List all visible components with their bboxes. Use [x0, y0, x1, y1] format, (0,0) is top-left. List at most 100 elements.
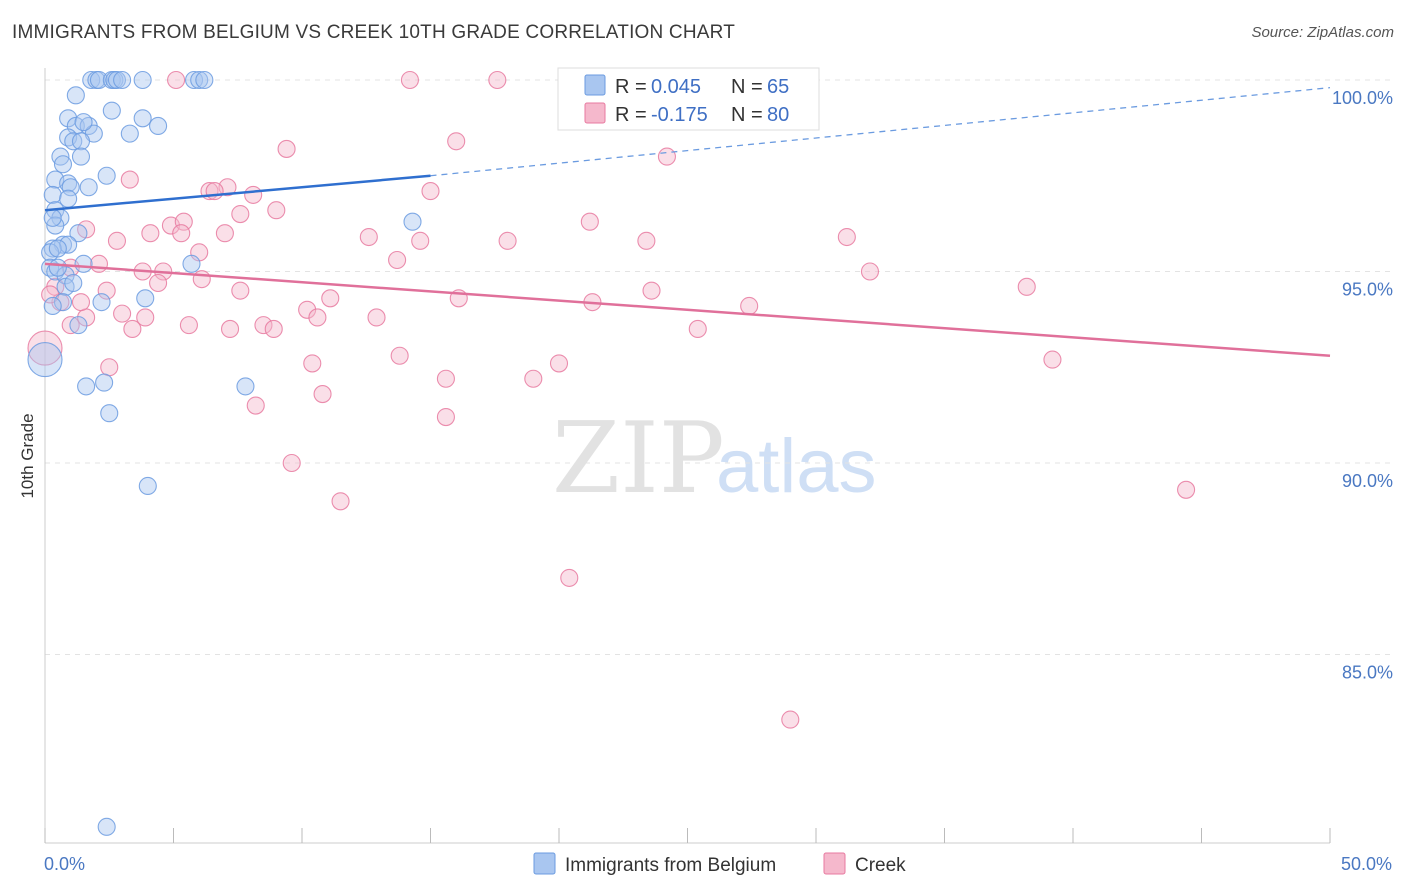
bottom-legend-swatch-belgium: [533, 852, 556, 875]
bottom-legend-label-creek: Creek: [855, 855, 906, 876]
data-point: [298, 300, 317, 319]
y-tick-label: 90.0%: [1342, 471, 1393, 491]
data-point: [102, 101, 121, 120]
legend-swatch-creek: [584, 102, 606, 124]
data-point: [321, 289, 340, 308]
data-point: [149, 116, 168, 136]
data-point: [267, 201, 286, 220]
data-point: [120, 170, 139, 189]
data-point: [74, 254, 93, 273]
data-point: [136, 289, 155, 308]
data-point: [860, 262, 880, 281]
data-point: [192, 270, 211, 289]
data-point: [282, 453, 301, 473]
data-point: [447, 132, 466, 151]
data-point: [69, 224, 88, 243]
data-point: [141, 224, 160, 243]
data-point: [138, 476, 157, 496]
chart-source: Source: ZipAtlas.com: [1251, 24, 1394, 41]
data-point: [89, 254, 109, 273]
data-point: [642, 281, 661, 300]
data-point: [421, 182, 440, 201]
data-point: [182, 254, 201, 273]
chart-title: IMMIGRANTS FROM BELGIUM VS CREEK 10TH GR…: [12, 22, 736, 43]
trend-line-creek: [44, 262, 1331, 358]
data-point: [174, 212, 193, 231]
data-point: [61, 316, 80, 335]
legend-r-label-2: R =: [615, 104, 647, 126]
data-point: [1017, 277, 1036, 296]
gridlines: 85.0% 90.0% 95.0% 100.0%: [45, 79, 1393, 683]
belgium-points: [27, 70, 422, 836]
watermark-zip: ZIP: [552, 402, 725, 516]
data-point: [167, 70, 186, 90]
legend-r-value-1: 0.045: [651, 76, 701, 98]
data-point: [48, 258, 67, 277]
bottom-legend: Immigrants from Belgium Creek: [533, 852, 906, 876]
data-point: [48, 239, 67, 258]
data-point: [89, 70, 109, 90]
data-point: [107, 231, 127, 250]
data-point: [236, 377, 255, 396]
data-point: [740, 296, 759, 316]
data-point: [71, 132, 91, 151]
data-point: [43, 208, 62, 227]
data-point: [133, 70, 152, 90]
legend-r-label-1: R =: [615, 76, 647, 98]
data-point: [231, 281, 250, 300]
data-point: [92, 293, 111, 312]
legend-n-value-1: 65: [767, 76, 789, 98]
data-point: [781, 710, 800, 729]
data-point: [303, 354, 322, 373]
data-point: [837, 227, 856, 247]
data-point: [133, 109, 152, 128]
data-point: [498, 231, 517, 250]
data-point: [113, 304, 132, 323]
data-point: [313, 385, 332, 404]
data-point: [95, 373, 114, 392]
data-point: [185, 70, 204, 90]
data-point: [136, 308, 155, 327]
data-point: [277, 139, 296, 158]
data-point: [97, 281, 116, 300]
data-point: [436, 407, 455, 427]
legend-swatch-belgium: [584, 74, 606, 96]
data-point: [488, 70, 507, 90]
y-axis-label: 10th Grade: [18, 413, 37, 498]
data-point: [43, 296, 62, 316]
data-point: [107, 70, 127, 90]
data-point: [436, 369, 455, 388]
data-point: [64, 132, 83, 151]
data-point: [331, 492, 350, 511]
data-point: [524, 369, 543, 388]
data-point: [69, 316, 88, 335]
data-point: [580, 212, 599, 231]
data-point: [549, 354, 569, 373]
data-point: [64, 273, 83, 293]
data-point: [27, 330, 63, 366]
data-point: [82, 70, 101, 90]
legend-n-label-2: N =: [731, 104, 763, 126]
data-point: [359, 227, 378, 247]
data-point: [43, 185, 62, 204]
data-point: [254, 316, 273, 335]
data-point: [195, 70, 214, 90]
data-point: [27, 342, 63, 378]
data-point: [411, 231, 430, 250]
data-point: [123, 319, 142, 339]
data-point: [688, 319, 707, 339]
data-point: [1043, 350, 1062, 369]
data-point: [400, 70, 419, 90]
data-point: [100, 358, 119, 377]
data-point: [220, 319, 240, 339]
legend-r-value-2: -0.175: [651, 104, 708, 126]
data-point: [149, 273, 168, 293]
data-point: [388, 250, 407, 270]
data-point: [367, 308, 386, 327]
correlation-legend: R = 0.045 N = 65 R = -0.175 N = 80: [557, 67, 820, 131]
creek-points: [27, 70, 1196, 729]
data-point: [71, 293, 91, 312]
data-point: [97, 817, 116, 836]
data-point: [66, 86, 85, 105]
